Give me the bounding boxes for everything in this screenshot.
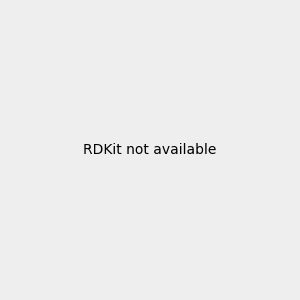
Text: RDKit not available: RDKit not available	[83, 143, 217, 157]
